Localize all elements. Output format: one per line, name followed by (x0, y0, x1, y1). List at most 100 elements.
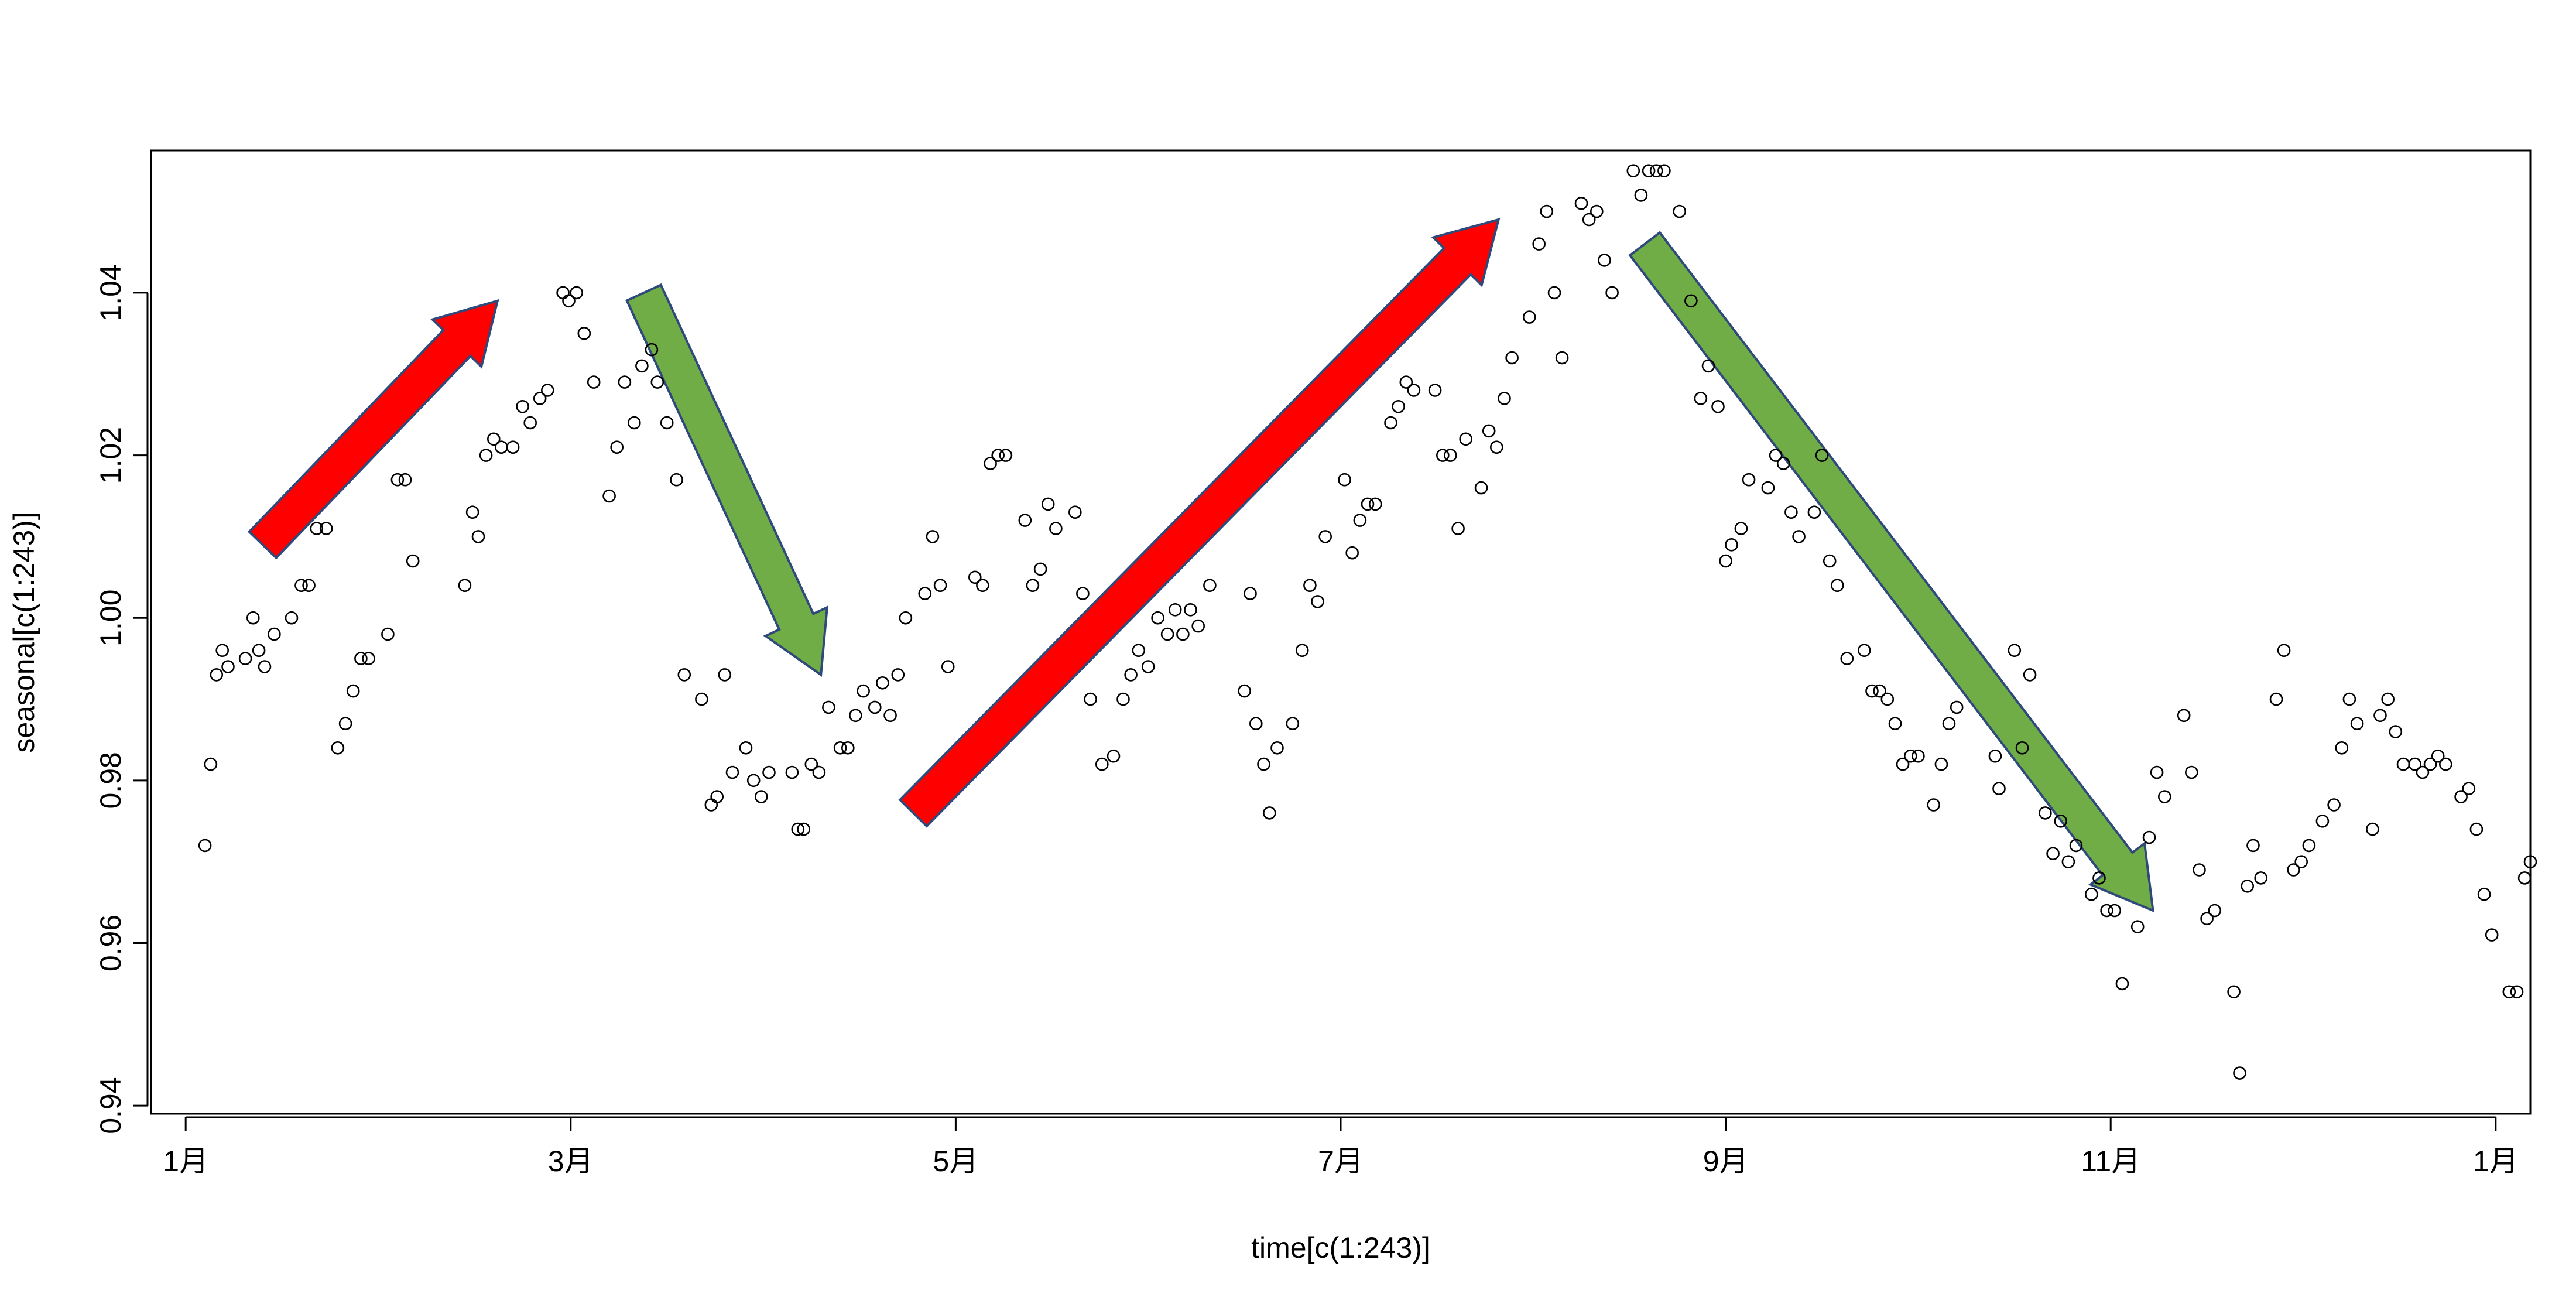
data-point (2193, 863, 2206, 877)
data-point (670, 473, 683, 487)
y-tick-label: 0.94 (94, 1077, 127, 1134)
data-point (1168, 603, 1182, 617)
data-point (2061, 855, 2075, 868)
data-point (1873, 684, 1886, 698)
data-point (2115, 977, 2129, 991)
data-point (1238, 684, 1251, 698)
x-tick-label: 1月 (163, 1145, 208, 1178)
data-point (1141, 660, 1155, 673)
data-point (1116, 692, 1130, 706)
data-point (2431, 749, 2445, 763)
data-point (1451, 522, 1465, 535)
data-point (1295, 644, 1309, 657)
plot-frame (150, 149, 2532, 1115)
data-point (204, 757, 218, 771)
data-point (1263, 806, 1276, 820)
data-point (791, 822, 805, 836)
data-point (650, 375, 664, 389)
green-down-arrow (625, 283, 829, 677)
data-point (857, 684, 870, 698)
data-point (1444, 449, 1457, 462)
data-point (1124, 668, 1138, 682)
data-point (1711, 399, 1725, 413)
data-point (1018, 514, 1032, 527)
data-point (677, 668, 691, 682)
data-point (215, 644, 229, 657)
data-point (2502, 985, 2516, 999)
data-point (718, 668, 732, 682)
data-point (1694, 392, 1708, 405)
data-point (2069, 839, 2083, 853)
data-point (1831, 579, 1844, 593)
data-point (1384, 416, 1397, 430)
data-point (294, 579, 308, 593)
data-point (2085, 887, 2098, 901)
data-point (1303, 579, 1317, 593)
data-point (2158, 790, 2171, 803)
data-point (1399, 375, 1413, 389)
data-point (1076, 587, 1090, 600)
data-point (1582, 213, 1596, 227)
data-point (2200, 912, 2214, 926)
data-point (1776, 457, 1790, 470)
data-point (891, 668, 905, 682)
data-point (1598, 254, 1611, 267)
data-point (660, 416, 674, 430)
data-point (804, 757, 818, 771)
data-point (1257, 757, 1270, 771)
data-point (1459, 432, 1472, 446)
data-point (1769, 449, 1783, 462)
data-point (2423, 757, 2437, 771)
data-point (479, 449, 493, 462)
data-point (1184, 603, 1197, 617)
data-point (746, 774, 761, 788)
x-tick-label: 9月 (1703, 1145, 1749, 1178)
data-point (2366, 822, 2379, 836)
data-point (822, 700, 835, 714)
data-point (252, 644, 266, 657)
data-point (406, 554, 420, 568)
data-point (2150, 765, 2164, 779)
data-point (2177, 709, 2191, 723)
data-point (797, 822, 810, 836)
data-point (2227, 985, 2241, 999)
data-point (2108, 904, 2122, 918)
data-point (1026, 579, 1040, 593)
data-point (812, 765, 826, 779)
x-tick-label: 5月 (933, 1145, 978, 1178)
y-axis-title: seasonal[c(1:243)] (8, 512, 40, 752)
data-point (2246, 839, 2260, 853)
data-point (2054, 815, 2067, 828)
data-point (540, 384, 554, 397)
data-point (1590, 204, 1604, 218)
data-point (2046, 847, 2060, 861)
data-point (2342, 692, 2356, 706)
x-tick-label: 7月 (1318, 1145, 1364, 1178)
data-point (868, 700, 882, 714)
data-point (849, 709, 862, 723)
data-point (1107, 749, 1121, 763)
data-point (1505, 351, 1519, 365)
data-point (1858, 644, 1871, 657)
data-point (362, 652, 375, 665)
data-point (338, 717, 352, 730)
data-point (1151, 611, 1164, 625)
data-point (841, 741, 855, 755)
data-point (1176, 627, 1190, 641)
data-point (471, 530, 485, 543)
data-point (926, 530, 940, 543)
data-point (1041, 497, 1055, 511)
data-point (285, 611, 299, 625)
data-point (1353, 514, 1367, 527)
data-point (645, 343, 659, 357)
data-point (506, 440, 520, 454)
data-point (1095, 757, 1109, 771)
data-point (1249, 717, 1263, 730)
data-point (2130, 920, 2145, 933)
data-point (1407, 384, 1421, 397)
data-point (398, 473, 412, 487)
data-point (991, 449, 1005, 462)
data-point (1904, 749, 1917, 763)
data-point (2277, 644, 2291, 657)
data-point (562, 294, 576, 308)
